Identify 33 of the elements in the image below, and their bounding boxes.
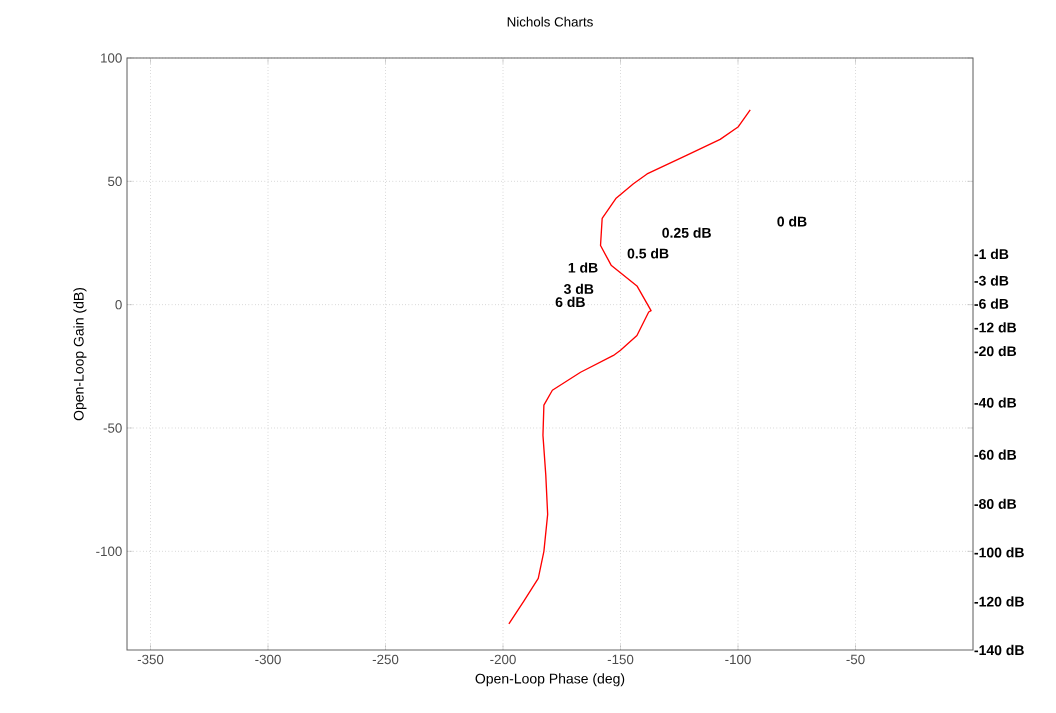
annotation: 0.5 dB bbox=[627, 248, 669, 259]
y-tick-label: 100 bbox=[101, 53, 122, 63]
annotation: 6 dB bbox=[555, 296, 585, 308]
text: -120 dB bbox=[974, 596, 1024, 607]
text: -3 dB bbox=[974, 275, 1009, 286]
x-tick-label: -350 bbox=[137, 654, 164, 665]
x-tick-label: -200 bbox=[490, 654, 516, 665]
text: -12 dB bbox=[974, 322, 1017, 333]
annotation: 0.25 dB bbox=[662, 227, 711, 238]
line-series bbox=[508, 109, 751, 625]
x-tick-label: -100 bbox=[725, 654, 751, 665]
annotation: 3 dB bbox=[563, 283, 594, 295]
y-axis-title: Open-Loop Gain (dB) bbox=[73, 287, 87, 421]
text: -40 dB bbox=[974, 397, 1017, 408]
x-tick-label: -250 bbox=[372, 654, 399, 665]
text: -6 dB bbox=[974, 298, 1009, 309]
y-tick-label: -100 bbox=[96, 546, 122, 557]
y-tick-label: 0 bbox=[115, 299, 122, 310]
text: -80 dB bbox=[974, 498, 1017, 509]
x-tick-label: -300 bbox=[255, 654, 281, 665]
x-axis-title: Open-Loop Phase (deg) bbox=[475, 673, 625, 687]
chart-title: Nichols Charts bbox=[507, 16, 593, 27]
y-tick-label: -50 bbox=[103, 423, 122, 433]
annotation: 0 dB bbox=[777, 216, 807, 227]
text: -60 dB bbox=[974, 449, 1017, 460]
annotation: 1 dB bbox=[568, 262, 598, 273]
x-tick-label: -150 bbox=[607, 654, 634, 665]
x-tick-label: -50 bbox=[846, 654, 865, 665]
y-tick-label: 50 bbox=[108, 176, 122, 187]
text: -20 dB bbox=[974, 345, 1017, 357]
text: -100 dB bbox=[974, 547, 1024, 558]
text: -140 dB bbox=[974, 644, 1024, 656]
text: -1 dB bbox=[974, 248, 1009, 260]
